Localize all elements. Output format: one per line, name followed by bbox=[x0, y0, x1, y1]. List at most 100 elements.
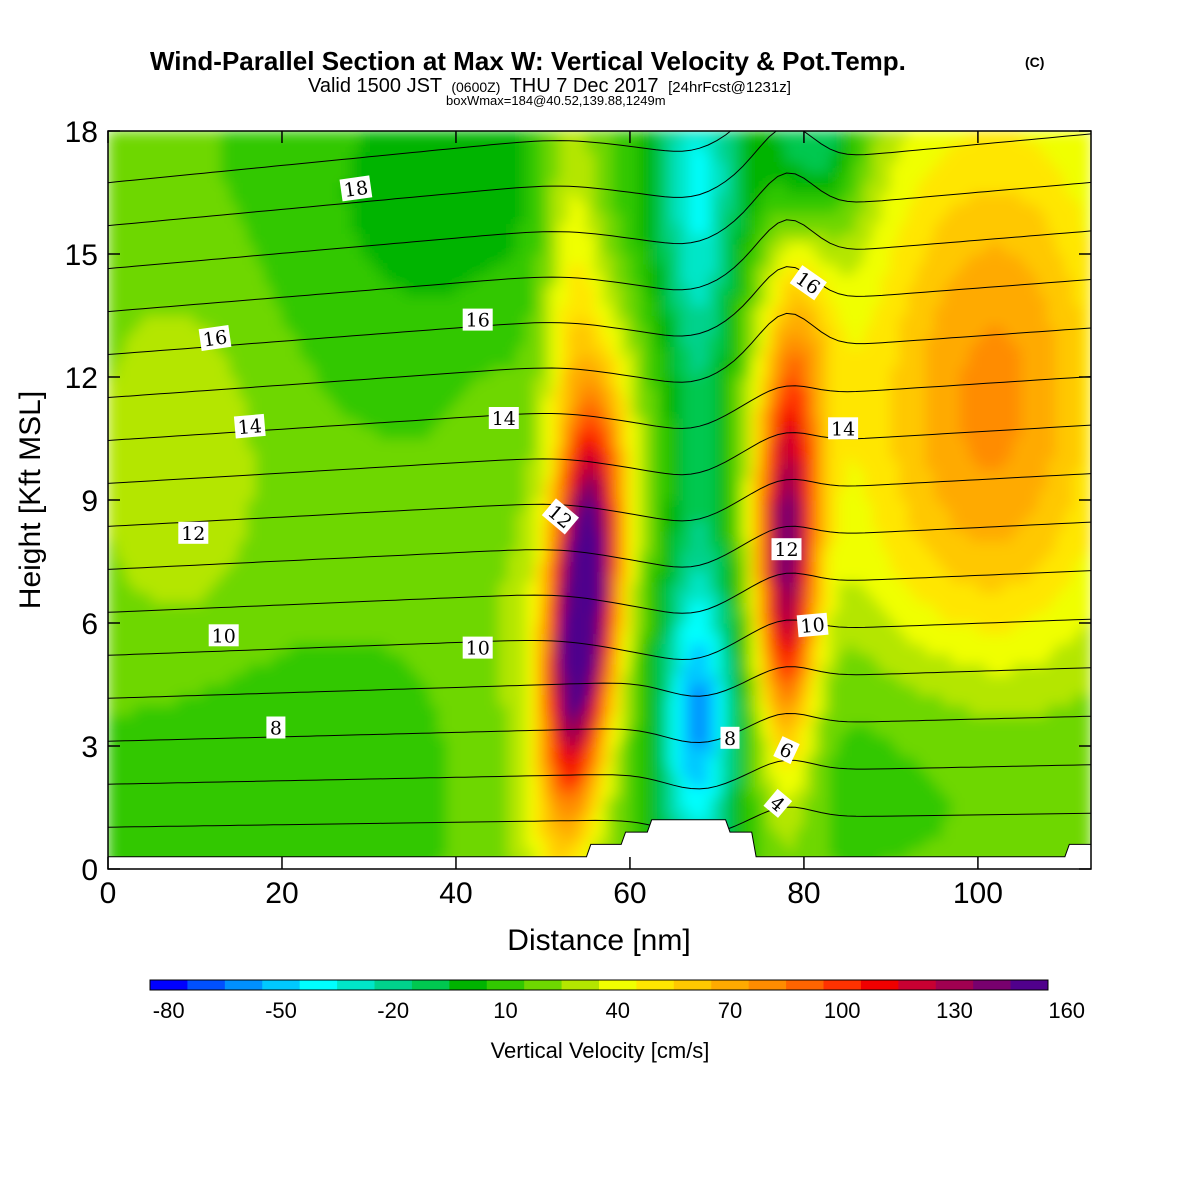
field-cell bbox=[438, 131, 448, 142]
field-cell bbox=[672, 520, 683, 532]
field-cell bbox=[203, 786, 213, 798]
field-cell bbox=[220, 366, 231, 378]
field-cell bbox=[498, 540, 509, 552]
field-cell bbox=[307, 192, 318, 204]
field-cell bbox=[351, 417, 361, 429]
field-cell bbox=[116, 632, 126, 644]
field-cell bbox=[490, 212, 500, 224]
field-cell bbox=[142, 356, 152, 368]
field-cell bbox=[211, 694, 222, 706]
field-cell bbox=[316, 335, 326, 347]
field-cell bbox=[446, 520, 457, 532]
field-cell bbox=[525, 243, 535, 255]
field-cell bbox=[150, 366, 161, 378]
field-cell bbox=[333, 427, 344, 439]
field-cell bbox=[359, 796, 370, 808]
field-cell bbox=[455, 212, 466, 224]
field-cell bbox=[342, 284, 353, 296]
field-cell bbox=[220, 530, 231, 542]
field-cell bbox=[203, 591, 213, 603]
field-cell bbox=[333, 714, 344, 726]
field-cell bbox=[220, 151, 231, 163]
field-cell bbox=[159, 663, 170, 675]
field-cell bbox=[690, 151, 701, 163]
field-cell bbox=[446, 561, 457, 573]
field-cell bbox=[638, 222, 648, 234]
field-cell bbox=[429, 704, 440, 716]
field-cell bbox=[585, 520, 596, 532]
field-cell bbox=[133, 151, 144, 163]
field-cell bbox=[533, 837, 544, 849]
field-cell bbox=[568, 817, 579, 829]
field-cell bbox=[646, 725, 657, 737]
field-cell bbox=[368, 520, 379, 532]
field-cell bbox=[377, 776, 387, 788]
field-cell bbox=[255, 540, 266, 552]
field-cell bbox=[177, 458, 187, 470]
field-cell bbox=[290, 151, 300, 163]
field-cell bbox=[220, 376, 231, 388]
field-cell bbox=[272, 807, 283, 819]
field-cell bbox=[472, 663, 483, 675]
field-cell bbox=[612, 356, 622, 368]
field-cell bbox=[394, 520, 405, 532]
field-cell bbox=[298, 376, 309, 388]
field-cell bbox=[281, 284, 292, 296]
field-cell bbox=[142, 520, 152, 532]
field-cell bbox=[377, 202, 387, 214]
field-cell bbox=[551, 602, 561, 614]
field-cell bbox=[446, 417, 457, 429]
field-cell bbox=[290, 192, 300, 204]
field-cell bbox=[255, 356, 266, 368]
field-cell bbox=[464, 776, 474, 788]
field-cell bbox=[133, 530, 144, 542]
field-cell bbox=[108, 386, 118, 398]
field-cell bbox=[142, 766, 152, 778]
field-cell bbox=[542, 489, 553, 501]
field-cell bbox=[646, 499, 657, 511]
field-cell bbox=[272, 386, 283, 398]
field-cell bbox=[672, 725, 683, 737]
field-cell bbox=[220, 222, 231, 234]
field-cell bbox=[603, 499, 614, 511]
field-cell bbox=[446, 222, 457, 234]
field-cell bbox=[246, 181, 257, 193]
field-cell bbox=[220, 458, 231, 470]
field-cell bbox=[272, 571, 283, 583]
field-cell bbox=[281, 202, 292, 214]
field-cell bbox=[133, 427, 144, 439]
field-cell bbox=[237, 151, 248, 163]
field-cell bbox=[446, 274, 457, 286]
field-cell bbox=[568, 581, 579, 593]
field-cell bbox=[551, 397, 561, 409]
field-cell bbox=[142, 192, 152, 204]
field-cell bbox=[472, 458, 483, 470]
field-cell bbox=[298, 417, 309, 429]
field-cell bbox=[177, 796, 187, 808]
field-cell bbox=[377, 140, 387, 152]
field-cell bbox=[472, 181, 483, 193]
field-cell bbox=[185, 807, 196, 819]
field-cell bbox=[577, 561, 587, 573]
field-cell bbox=[594, 735, 605, 747]
field-cell bbox=[133, 694, 144, 706]
field-cell bbox=[264, 827, 274, 839]
field-cell bbox=[324, 776, 335, 788]
field-cell bbox=[516, 755, 527, 767]
field-cell bbox=[203, 253, 213, 265]
field-cell bbox=[690, 622, 701, 634]
field-cell bbox=[359, 427, 370, 439]
field-cell bbox=[116, 530, 126, 542]
field-cell bbox=[290, 540, 300, 552]
field-cell bbox=[333, 643, 344, 655]
field-cell bbox=[481, 673, 492, 685]
field-cell bbox=[333, 479, 344, 491]
field-cell bbox=[664, 233, 674, 245]
field-cell bbox=[455, 161, 466, 173]
field-cell bbox=[420, 581, 431, 593]
field-cell bbox=[646, 233, 657, 245]
field-cell bbox=[133, 243, 144, 255]
field-cell bbox=[420, 263, 431, 275]
field-cell bbox=[290, 663, 300, 675]
field-cell bbox=[455, 817, 466, 829]
